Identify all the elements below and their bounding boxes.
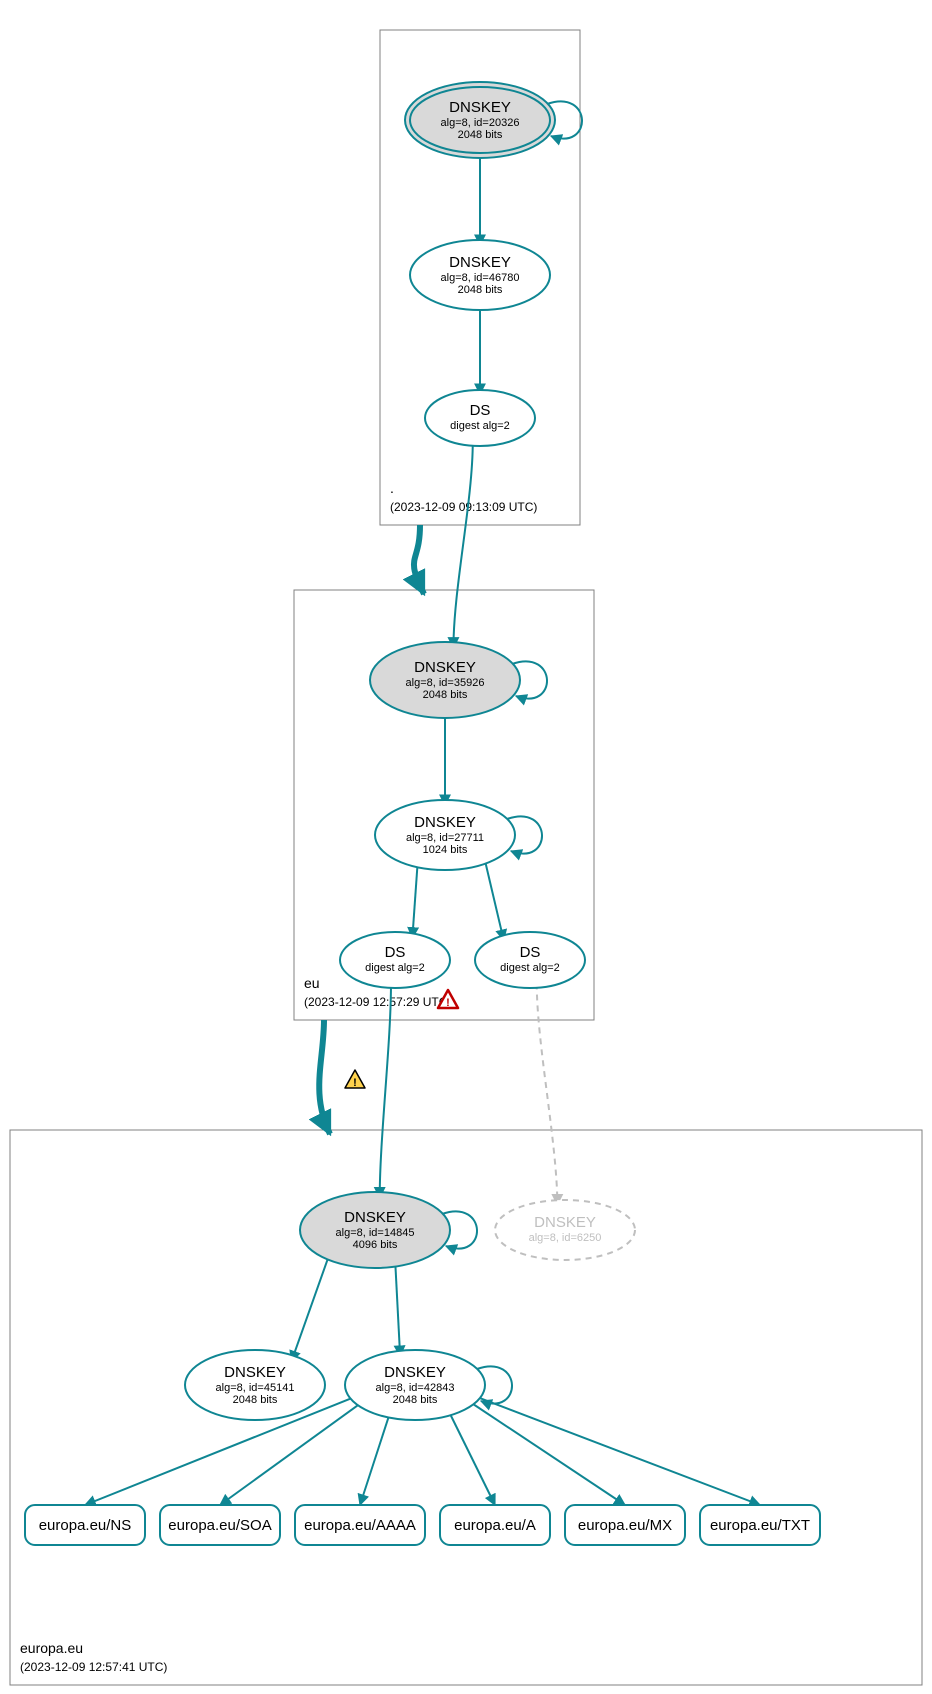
node-sub1: alg=8, id=27711 (406, 832, 484, 844)
edge (484, 857, 503, 940)
node-sub1: alg=8, id=45141 (216, 1382, 295, 1394)
node-title: europa.eu/TXT (710, 1517, 810, 1534)
zone-time-europa: (2023-12-09 12:57:41 UTC) (20, 1660, 167, 1674)
node-title: DNSKEY (224, 1364, 286, 1381)
node-title: DNSKEY (414, 659, 476, 676)
node-title: europa.eu/MX (578, 1517, 672, 1534)
node-sub2: 2048 bits (458, 129, 503, 141)
edge (453, 442, 472, 648)
node-title: europa.eu/SOA (168, 1517, 271, 1534)
edge (360, 1412, 390, 1505)
edge (448, 1410, 495, 1505)
node-sub2: 2048 bits (393, 1394, 438, 1406)
node-sub1: alg=8, id=35926 (406, 677, 485, 689)
edge (467, 1400, 625, 1505)
zone-time-eu: (2023-12-09 12:57:29 UTC) (304, 995, 451, 1009)
node-sub1: digest alg=2 (365, 962, 425, 974)
node-sub1: digest alg=2 (500, 962, 560, 974)
edge (291, 1253, 329, 1362)
node-sub1: alg=8, id=46780 (441, 272, 520, 284)
node-sub1: alg=8, id=42843 (376, 1382, 455, 1394)
node-sub2: 2048 bits (233, 1394, 278, 1406)
node-title: DNSKEY (414, 814, 476, 831)
node-sub2: 2048 bits (423, 689, 468, 701)
node-title: DS (470, 402, 491, 419)
node-sub1: alg=8, id=14845 (336, 1227, 415, 1239)
node-sub2: 4096 bits (353, 1239, 398, 1251)
node-title: europa.eu/AAAA (304, 1517, 416, 1534)
node-title: DNSKEY (534, 1214, 596, 1231)
node-title: europa.eu/A (454, 1517, 536, 1534)
node-sub1: digest alg=2 (450, 420, 510, 432)
zone-edge (414, 525, 424, 594)
node-title: europa.eu/NS (39, 1517, 132, 1534)
node-sub2: 2048 bits (458, 284, 503, 296)
edge (537, 984, 558, 1205)
node-title: DNSKEY (449, 99, 511, 116)
edge (471, 1395, 760, 1505)
dnssec-diagram: . (2023-12-09 09:13:09 UTC) eu (2023-12-09 … (0, 0, 932, 1694)
svg-text:!: ! (353, 1077, 357, 1089)
zone-label-europa: europa.eu (20, 1640, 83, 1656)
node-sub2: 1024 bits (423, 844, 468, 856)
zone-label-eu: eu (304, 975, 320, 991)
node-title: DS (520, 944, 541, 961)
node-sub1: alg=8, id=6250 (529, 1232, 602, 1244)
edge (395, 1261, 400, 1357)
node-sub1: alg=8, id=20326 (441, 117, 520, 129)
node-title: DNSKEY (344, 1209, 406, 1226)
edge (380, 984, 391, 1198)
edge (412, 861, 417, 937)
zone-edge (319, 1020, 330, 1134)
svg-text:!: ! (446, 997, 450, 1009)
zone-time-root: (2023-12-09 09:13:09 UTC) (390, 500, 537, 514)
node-title: DNSKEY (384, 1364, 446, 1381)
zone-label-root: . (390, 480, 394, 496)
node-title: DS (385, 944, 406, 961)
node-title: DNSKEY (449, 254, 511, 271)
